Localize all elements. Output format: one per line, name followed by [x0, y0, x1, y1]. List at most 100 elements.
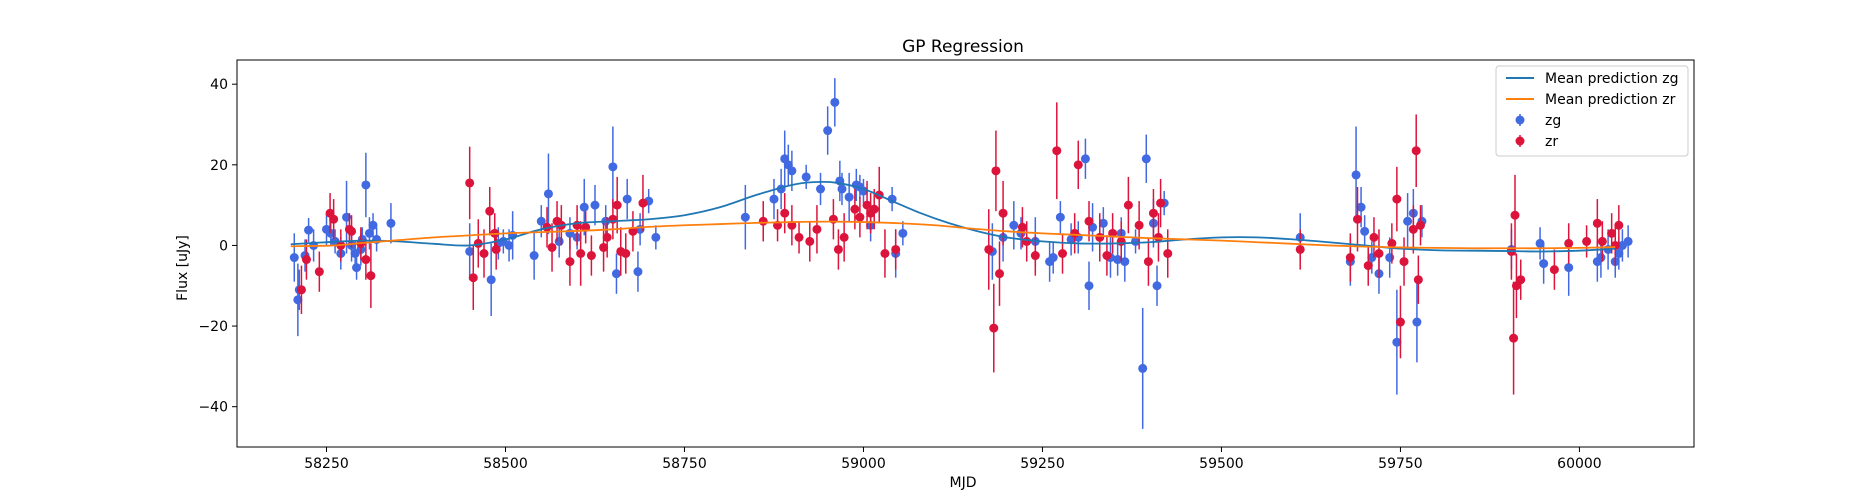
point-zr — [314, 267, 324, 277]
point-zr — [1399, 257, 1409, 267]
y-tick-label: 0 — [219, 238, 228, 254]
point-zr — [787, 220, 797, 230]
point-zr — [1123, 200, 1133, 210]
x-tick-label: 58250 — [304, 456, 349, 472]
legend-label-mean-zg: Mean prediction zg — [1545, 71, 1679, 87]
point-zg — [579, 202, 589, 212]
point-zr — [839, 232, 849, 242]
point-zr — [1411, 146, 1421, 156]
point-zr — [1345, 253, 1355, 263]
point-zr — [880, 249, 890, 258]
legend-label-mean-zr: Mean prediction zr — [1545, 92, 1676, 108]
point-zr — [862, 200, 872, 210]
x-tick-label: 58750 — [662, 456, 707, 472]
point-zr — [465, 178, 475, 188]
point-zg — [844, 192, 854, 202]
point-zg — [554, 236, 564, 246]
point-zg — [1048, 253, 1058, 263]
point-zr — [1607, 228, 1617, 238]
x-tick-label: 60000 — [1557, 456, 1602, 472]
point-zr — [1510, 210, 1520, 220]
point-zr — [479, 249, 489, 258]
point-zr — [998, 208, 1008, 218]
point-zg — [633, 267, 643, 277]
point-zr — [1395, 317, 1405, 327]
point-zr — [491, 244, 501, 254]
point-zr — [1030, 251, 1040, 261]
point-zr — [1614, 220, 1624, 230]
point-zr — [621, 249, 631, 258]
point-zg — [368, 220, 378, 230]
point-zr — [1408, 224, 1418, 234]
point-zg — [361, 180, 371, 190]
point-zr — [891, 244, 901, 254]
point-zr — [602, 232, 612, 242]
point-zg — [769, 194, 779, 204]
point-zr — [850, 204, 860, 214]
point-zr — [1564, 238, 1574, 248]
point-zg — [304, 225, 314, 235]
legend: Mean prediction zg Mean prediction zr zg… — [1495, 65, 1689, 157]
point-zr — [1582, 236, 1592, 246]
point-zg — [590, 200, 600, 210]
point-zg — [536, 216, 546, 226]
point-zr — [989, 323, 999, 333]
point-zr — [612, 200, 622, 210]
legend-label-zg: zg — [1545, 113, 1561, 129]
point-zg — [1356, 202, 1366, 212]
legend-label-zr: zr — [1545, 134, 1558, 150]
point-zr — [361, 255, 371, 265]
point-zg — [1138, 363, 1148, 373]
point-zr — [805, 236, 815, 246]
point-zr — [758, 216, 768, 226]
point-zr — [1295, 244, 1305, 254]
errorbars-zr — [296, 102, 1624, 395]
point-zg — [1098, 218, 1108, 228]
point-zr — [485, 206, 495, 216]
y-tick-label: −40 — [198, 400, 228, 416]
point-zr — [995, 269, 1005, 279]
point-zr — [1374, 249, 1384, 258]
point-zr — [1413, 275, 1423, 285]
point-zr — [1369, 232, 1379, 242]
point-zr — [586, 251, 596, 261]
point-zr — [1058, 249, 1068, 258]
y-tick-label: 20 — [210, 158, 228, 174]
point-zg — [543, 189, 553, 199]
point-zr — [1084, 216, 1094, 226]
point-zr — [581, 222, 591, 232]
point-zr — [1102, 251, 1112, 261]
point-zg — [1412, 317, 1422, 327]
legend-box — [1495, 65, 1689, 157]
point-zg — [651, 232, 661, 242]
x-tick-label: 59750 — [1378, 456, 1423, 472]
point-zr — [366, 271, 376, 281]
point-zg — [352, 263, 362, 273]
point-zg — [787, 166, 797, 176]
point-zg — [608, 162, 618, 172]
point-zg — [1009, 220, 1019, 230]
point-zg — [1055, 212, 1065, 222]
point-zr — [296, 285, 306, 295]
point-zg — [898, 228, 908, 238]
point-zr — [1549, 265, 1559, 275]
point-zr — [1134, 220, 1144, 230]
y-tick-label: −20 — [198, 319, 228, 335]
point-zg — [1084, 281, 1094, 291]
point-zg — [816, 184, 826, 194]
point-zr — [599, 242, 609, 252]
point-zg — [465, 246, 475, 256]
point-zg — [1392, 337, 1402, 347]
point-zg — [1535, 238, 1545, 248]
point-zg — [1113, 255, 1123, 265]
point-zr — [812, 224, 822, 234]
point-zr — [301, 255, 311, 265]
point-zr — [1387, 238, 1397, 248]
point-zr — [1156, 198, 1166, 208]
x-axis-label: MJD — [950, 475, 977, 491]
point-zg — [1120, 257, 1130, 267]
point-zr — [468, 273, 478, 283]
point-zr — [794, 232, 804, 242]
point-zr — [1392, 194, 1402, 204]
point-zr — [1163, 249, 1173, 258]
